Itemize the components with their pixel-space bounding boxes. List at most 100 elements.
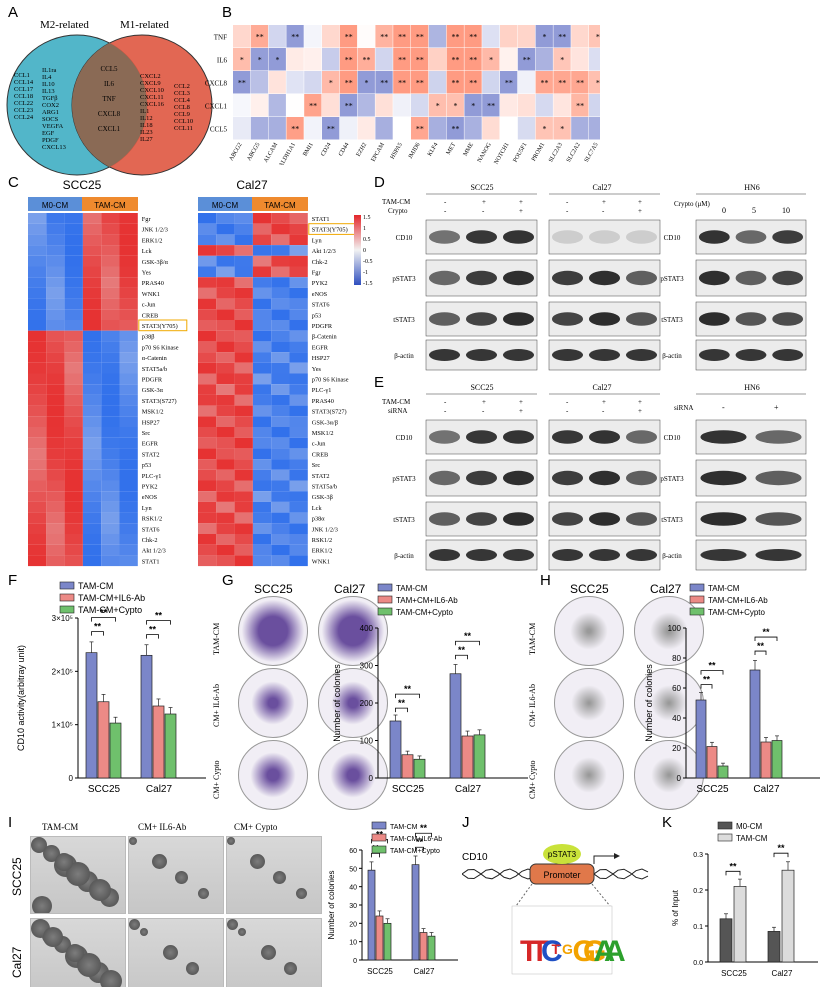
heatmap-cell: [234, 341, 253, 353]
heatmap-cell: [101, 427, 120, 438]
heatmap-cell: [339, 94, 358, 117]
heatmap-title: SCC25: [63, 178, 102, 192]
heatmap-cell: [517, 117, 536, 140]
blot-band: [625, 470, 658, 486]
heatmap-cell: [500, 117, 518, 140]
sign: +: [519, 207, 523, 215]
heatmap-cell: [271, 309, 290, 320]
heatmap-cell: [271, 544, 290, 556]
venn-gene: VEGFA: [42, 123, 63, 130]
image-column-title: CM+ Cypto: [234, 822, 278, 832]
heatmap-cell: [322, 48, 340, 71]
sign: +: [519, 407, 523, 415]
blot-band: [755, 549, 802, 561]
blot-title-scc25: SCC25: [470, 383, 493, 392]
venn-overlap: [71, 43, 148, 167]
sphere: [261, 945, 276, 960]
heatmap-cell: [252, 469, 272, 481]
heatmap-cell: [101, 320, 120, 331]
sig-mark: **: [757, 641, 765, 651]
heatmap-cell: [119, 298, 138, 310]
heatmap-cell: [82, 373, 102, 385]
sign: -: [444, 198, 447, 206]
bar: [152, 705, 165, 779]
venn-gene: EGF: [42, 130, 55, 137]
heatmap-cell: [234, 437, 253, 449]
y-tick: 40: [672, 714, 681, 723]
heatmap-cell: [82, 234, 102, 246]
column-label: JMJD6: [408, 142, 422, 160]
heatmap-cell: [28, 448, 47, 460]
venn-gene: CCL2: [174, 83, 190, 90]
heatmap-cell: [252, 352, 272, 363]
blot-band: [428, 470, 461, 486]
heatmap-cell: [271, 555, 290, 567]
heatmap-cell: [198, 459, 217, 470]
heatmap-cell: [271, 255, 290, 267]
heatmap-cell: [571, 48, 589, 71]
heatmap-cell: [198, 223, 217, 235]
heatmap-cell: [46, 223, 65, 235]
heatmap-cell: [500, 71, 518, 94]
heatmap-title: Cal27: [236, 178, 268, 192]
heatmap-cell: [234, 255, 253, 267]
heatmap-cell: [252, 320, 272, 331]
heatmap-cell: [216, 555, 235, 567]
blot-band: [735, 270, 767, 286]
heatmap-cell: [234, 416, 253, 427]
heatmap-cell: [252, 266, 272, 278]
blot-band: [551, 470, 584, 486]
chart-g-colonies: 0 100 200 300 400 Number of colonies SCC25 ** **…: [332, 583, 528, 795]
blot-band: [625, 230, 658, 244]
heatmap-cell: [589, 48, 600, 71]
heatmap-cell: [28, 394, 47, 406]
heatmap-cell: [101, 534, 120, 545]
legend-label: TAM-CM+Cypto: [390, 848, 440, 855]
protein-label: PRAS40: [142, 280, 164, 287]
heatmap-cell: [428, 94, 447, 117]
heatmap-cell: [101, 416, 120, 427]
heatmap-cell: [234, 234, 253, 246]
venn-gene: IL12: [140, 115, 153, 122]
heatmap-cell: [252, 491, 272, 502]
heatmap-cell: [28, 459, 47, 470]
y-axis-label: CD10 activity(arbitray unit): [16, 645, 26, 751]
blot-band: [428, 312, 461, 326]
heatmap-cell: [101, 330, 120, 342]
heatmap-cell: [234, 501, 253, 513]
heatmap-cell: [64, 341, 83, 353]
heatmap-cell: [198, 384, 217, 395]
group-label-tam: TAM-CM: [94, 201, 126, 210]
heatmap-cell: [46, 394, 65, 406]
protein-label: tSTAT3: [661, 316, 683, 324]
blot-band: [465, 349, 498, 361]
column-label: POU5F1: [513, 142, 529, 163]
blot-band: [698, 230, 730, 244]
venn-gene: PDGF: [42, 137, 59, 144]
significance-mark: **: [309, 102, 317, 111]
panel-label-b: B: [222, 4, 233, 21]
dose-value: 10: [782, 206, 790, 215]
blot-band: [465, 512, 498, 526]
heatmap-cell: [339, 25, 358, 48]
heatmap-cell: [198, 298, 217, 310]
heatmap-cell: [268, 71, 286, 94]
significance-mark: *: [276, 56, 280, 65]
sign: +: [638, 398, 642, 406]
protein-label: PDGFR: [312, 323, 333, 330]
heatmap-cell: [375, 117, 393, 140]
legend-label: M0-CM: [736, 822, 763, 831]
legend-label: TAM-CM: [78, 581, 113, 591]
heatmap-cell: [101, 362, 120, 374]
protein-label: Lck: [142, 248, 153, 255]
significance-mark: **: [291, 33, 299, 42]
panel-label-e: E: [374, 374, 385, 391]
heatmap-cell: [322, 94, 340, 117]
blot-band: [625, 312, 658, 326]
sign: +: [519, 398, 523, 406]
heatmap-cell: [101, 437, 120, 449]
heatmap-cell: [28, 384, 47, 395]
heatmap-cell: [252, 213, 272, 224]
chart-i-colonies: 0 10 20 30 40 50 60 Number of colonies SCC25 ** **…: [327, 821, 458, 976]
significance-mark: **: [523, 56, 531, 65]
